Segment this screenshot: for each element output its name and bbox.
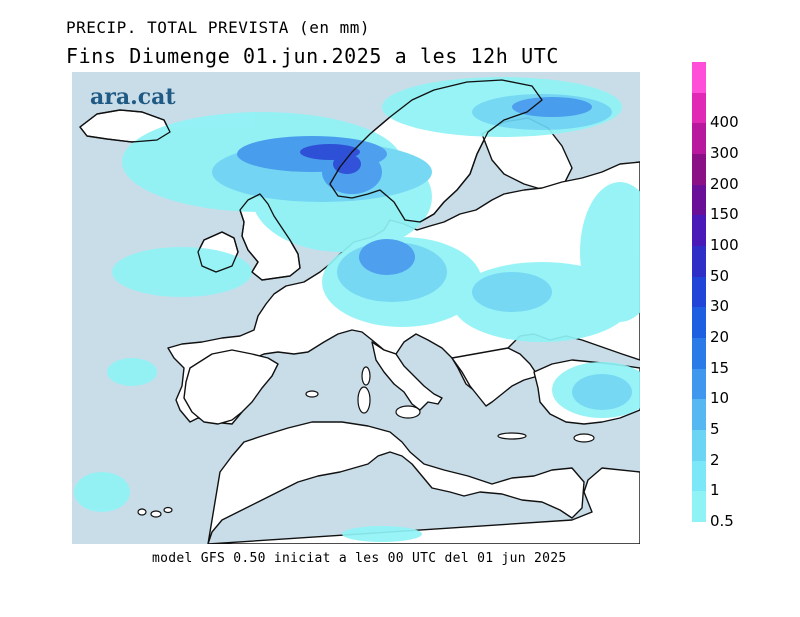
- land-canary-3: [163, 506, 173, 514]
- legend-label: 400: [710, 113, 739, 132]
- coast-great-britain: [239, 193, 301, 281]
- legend-label: 100: [710, 236, 739, 254]
- color-swatch: [692, 276, 706, 308]
- chart-title: PRECIP. TOTAL PREVISTA (en mm): [66, 18, 370, 37]
- color-swatch: [692, 399, 706, 430]
- legend-label: 300: [710, 144, 739, 162]
- legend-label: 50: [710, 266, 730, 285]
- legend-label: 200: [710, 174, 739, 193]
- land-north-africa: [207, 421, 640, 544]
- legend-label: 10: [710, 389, 730, 408]
- chart-subtitle: Fins Diumenge 01.jun.2025 a les 12h UTC: [66, 44, 559, 68]
- color-swatch: [692, 368, 706, 400]
- color-scale-bar: [692, 62, 706, 522]
- precip-ireland-west: [112, 247, 252, 297]
- coast-scandinavia: [329, 79, 543, 223]
- precip-iberia-west: [107, 358, 157, 386]
- color-swatch: [692, 153, 706, 185]
- model-run-caption: model GFS 0.50 iniciat a les 00 UTC del …: [152, 551, 567, 566]
- precip-germany-core: [359, 239, 415, 275]
- precip-russia-east: [580, 182, 640, 322]
- land-cyprus: [573, 433, 595, 443]
- color-swatch: [692, 123, 706, 154]
- land-mallorca: [305, 390, 319, 398]
- land-sardinia: [357, 386, 371, 414]
- land-italy: [371, 341, 443, 411]
- land-corsica: [361, 366, 371, 386]
- precip-africa-south: [342, 526, 422, 542]
- color-swatch: [692, 460, 706, 492]
- legend-label: 30: [710, 297, 730, 316]
- land-sicily: [395, 405, 421, 419]
- coast-iceland: [79, 109, 171, 143]
- ara-cat-logo: ara.cat: [90, 84, 176, 110]
- land-crete: [497, 432, 527, 440]
- color-swatch: [692, 184, 706, 216]
- legend-label: 1: [710, 481, 720, 500]
- land-iberia: [183, 349, 279, 425]
- legend-label: 150: [710, 205, 739, 224]
- precip-core-norway: [333, 154, 361, 174]
- legend-label: 15: [710, 358, 730, 377]
- coast-ireland: [197, 231, 239, 273]
- precip-poland: [472, 272, 552, 312]
- color-swatch: [692, 307, 706, 338]
- color-swatch: [692, 491, 706, 522]
- precip-atlantic-south: [74, 472, 130, 512]
- precip-turkey-core: [572, 374, 632, 410]
- color-swatch: [692, 429, 706, 461]
- precipitation-map: [72, 72, 640, 544]
- land-canary-1: [137, 508, 147, 516]
- legend-label: 20: [710, 328, 730, 346]
- land-balkans: [451, 347, 539, 407]
- legend-label: 0.5: [710, 512, 734, 530]
- color-swatch: [692, 245, 706, 277]
- precip-finland-band: [512, 97, 592, 117]
- color-swatch: [692, 92, 706, 124]
- land-canary-2: [150, 510, 162, 518]
- legend-label: 2: [710, 450, 720, 469]
- color-swatch: [692, 62, 706, 93]
- color-swatch: [692, 215, 706, 246]
- legend-label: 5: [710, 420, 720, 438]
- color-swatch: [692, 337, 706, 369]
